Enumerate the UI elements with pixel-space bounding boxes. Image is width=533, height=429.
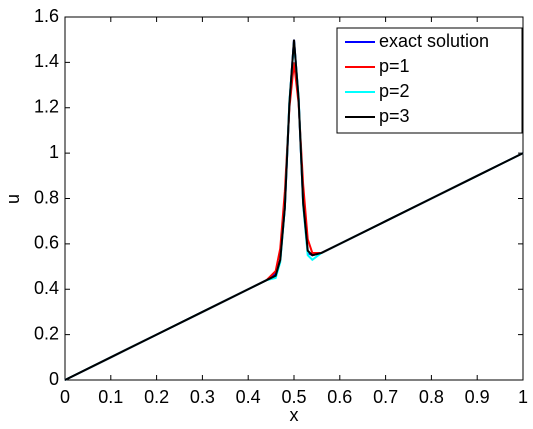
x-tick-label: 0.7 — [373, 387, 398, 407]
y-tick-label: 1 — [49, 142, 59, 162]
x-tick-label: 1 — [518, 387, 528, 407]
y-axis-label: u — [3, 194, 23, 204]
x-tick-label: 0.6 — [327, 387, 352, 407]
legend-label: exact solution — [379, 31, 489, 51]
legend-label: p=2 — [379, 81, 410, 101]
y-tick-label: 1.6 — [34, 6, 59, 26]
legend-label: p=3 — [379, 106, 410, 126]
y-tick-label: 0.6 — [34, 233, 59, 253]
y-tick-label: 0.8 — [34, 187, 59, 207]
legend-label: p=1 — [379, 56, 410, 76]
x-tick-label: 0.1 — [98, 387, 123, 407]
x-tick-label: 0.8 — [419, 387, 444, 407]
y-tick-label: 1.4 — [34, 51, 59, 71]
x-tick-label: 0.4 — [236, 387, 261, 407]
x-tick-label: 0.2 — [144, 387, 169, 407]
x-tick-label: 0.5 — [281, 387, 306, 407]
y-tick-label: 0.2 — [34, 323, 59, 343]
x-tick-label: 0.9 — [465, 387, 490, 407]
legend-box — [336, 27, 523, 134]
y-tick-label: 0 — [49, 369, 59, 389]
y-tick-label: 1.2 — [34, 97, 59, 117]
x-tick-label: 0 — [60, 387, 70, 407]
line — [64, 39, 524, 381]
y-tick-label: 0.4 — [34, 278, 59, 298]
x-axis-label: x — [290, 405, 299, 425]
x-tick-label: 0.3 — [190, 387, 215, 407]
